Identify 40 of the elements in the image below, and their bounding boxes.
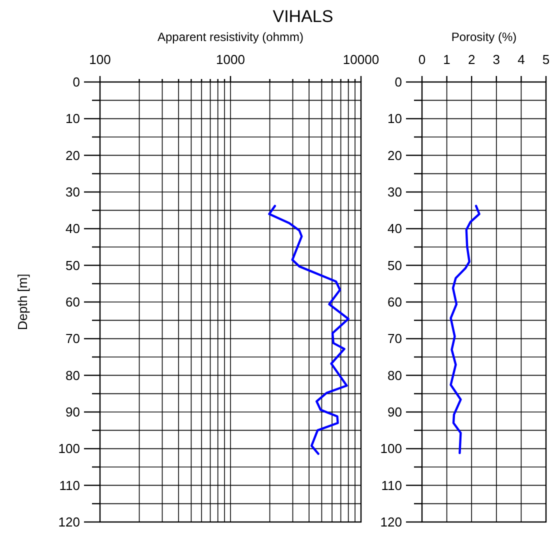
y-tick-label: 100 [58, 441, 80, 456]
y-tick-label: 0 [72, 74, 80, 90]
x-axis-title: Apparent resistivity (ohmm) [157, 30, 304, 44]
y-tick-label: 70 [388, 331, 402, 346]
x-tick-label: 10000 [342, 52, 380, 67]
x-tick-label: 1 [443, 52, 450, 67]
y-tick-label: 50 [66, 258, 80, 273]
y-tick-label: 60 [66, 294, 80, 310]
y-tick-label: 80 [388, 368, 402, 383]
x-tick-label: 4 [518, 52, 525, 67]
x-tick-label: 3 [492, 52, 500, 67]
y-tick-label: 10 [388, 111, 402, 126]
y-tick-label: 10 [66, 111, 80, 126]
y-tick-label: 30 [388, 184, 402, 200]
y-tick-label: 50 [388, 258, 402, 273]
x-tick-label: 2 [468, 52, 476, 67]
y-tick-label: 100 [380, 441, 402, 456]
y-tick-label: 40 [66, 221, 80, 236]
y-tick-label: 120 [58, 514, 80, 530]
x-tick-label: 0 [418, 52, 426, 67]
line-series [450, 204, 480, 454]
y-tick-label: 80 [66, 368, 80, 383]
y-tick-label: 60 [388, 294, 402, 310]
y-axis-title: Depth [m] [15, 274, 30, 330]
y-tick-label: 70 [66, 331, 80, 346]
y-tick-label: 110 [59, 478, 80, 493]
x-tick-label: 100 [89, 52, 111, 67]
y-tick-label: 90 [66, 404, 80, 420]
y-tick-label: 120 [380, 514, 402, 530]
x-axis-title: Porosity (%) [451, 30, 517, 44]
y-tick-label: 20 [388, 148, 402, 163]
x-tick-label: 5 [542, 52, 550, 67]
x-tick-label: 1000 [216, 52, 245, 67]
y-tick-label: 30 [66, 184, 80, 200]
y-tick-label: 110 [381, 478, 402, 493]
y-tick-label: 0 [394, 74, 402, 90]
chart-title: VIHALS [272, 7, 334, 26]
y-tick-label: 20 [66, 148, 80, 163]
y-tick-label: 90 [388, 404, 402, 420]
y-tick-label: 40 [388, 221, 402, 236]
